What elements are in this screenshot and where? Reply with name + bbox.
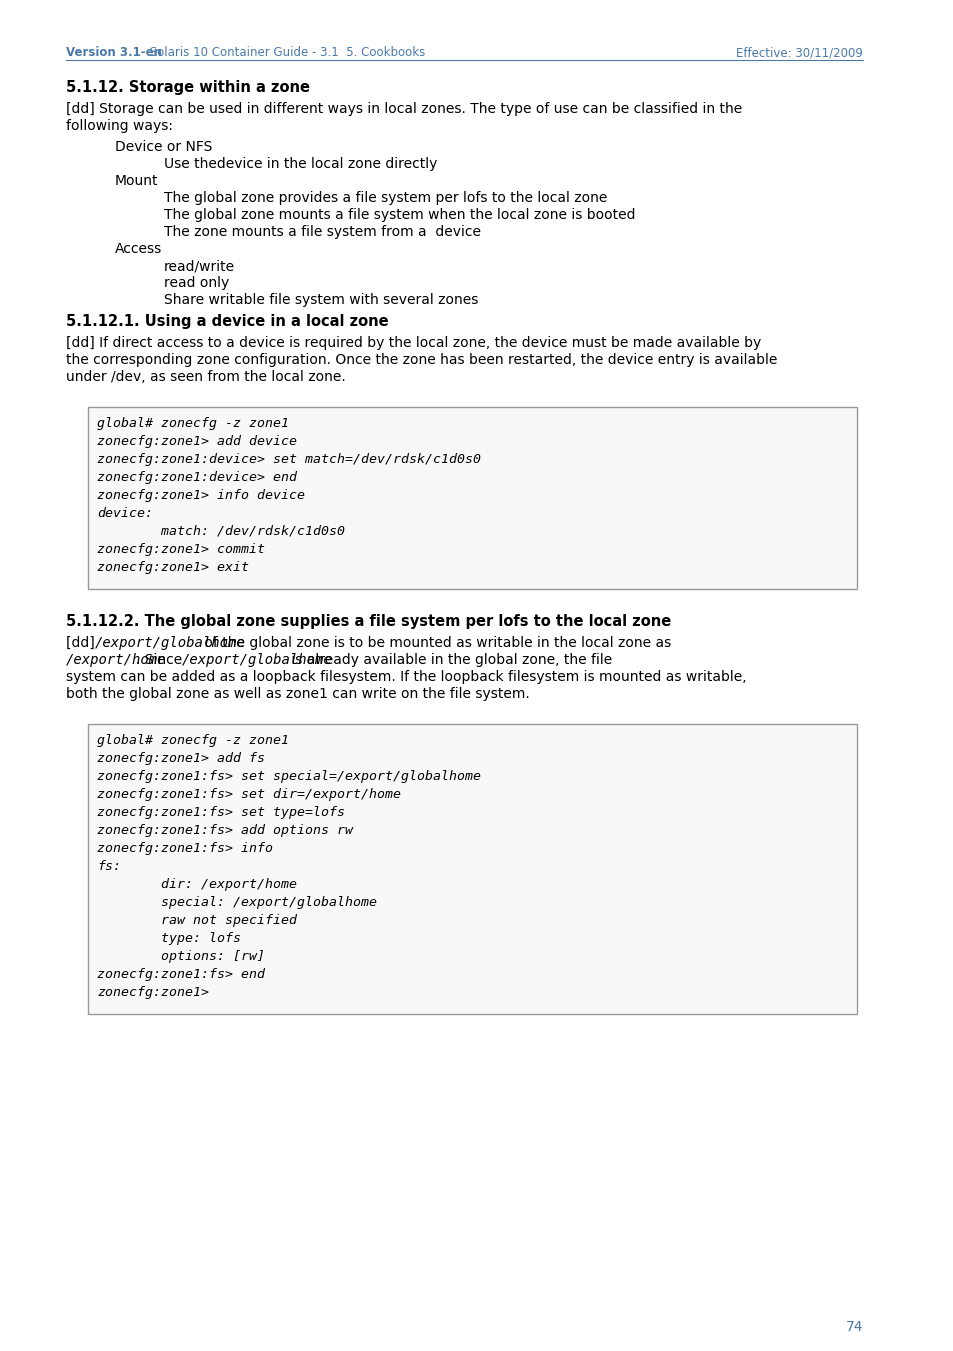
Text: dir: /export/home: dir: /export/home	[97, 878, 297, 892]
Text: Version 3.1-en: Version 3.1-en	[66, 46, 162, 59]
Text: global# zonecfg -z zone1: global# zonecfg -z zone1	[97, 417, 289, 430]
Text: read only: read only	[164, 276, 229, 290]
Text: zonecfg:zone1:device> end: zonecfg:zone1:device> end	[97, 471, 297, 484]
Text: Mount: Mount	[114, 174, 158, 188]
Bar	[88, 724, 857, 1015]
Text: options: [rw]: options: [rw]	[97, 950, 265, 963]
Text: type: lofs: type: lofs	[97, 932, 241, 944]
Text: under /dev, as seen from the local zone.: under /dev, as seen from the local zone.	[66, 370, 346, 384]
Text: the corresponding zone configuration. Once the zone has been restarted, the devi: the corresponding zone configuration. On…	[66, 353, 777, 367]
Text: Effective: 30/11/2009: Effective: 30/11/2009	[736, 46, 862, 59]
Text: Access: Access	[114, 242, 162, 255]
Text: special: /export/globalhome: special: /export/globalhome	[97, 896, 377, 909]
Text: [dd] If direct access to a device is required by the local zone, the device must: [dd] If direct access to a device is req…	[66, 336, 760, 350]
Text: /export/globalhome: /export/globalhome	[94, 636, 245, 650]
Text: [dd]: [dd]	[66, 636, 99, 650]
Text: raw not specified: raw not specified	[97, 915, 297, 927]
Text: following ways:: following ways:	[66, 119, 173, 132]
Text: . Since: . Since	[136, 653, 187, 667]
Text: Solaris 10 Container Guide - 3.1  5. Cookbooks: Solaris 10 Container Guide - 3.1 5. Cook…	[146, 46, 425, 59]
Text: 5.1.12.1. Using a device in a local zone: 5.1.12.1. Using a device in a local zone	[66, 313, 389, 330]
Text: fs:: fs:	[97, 861, 121, 873]
Text: global# zonecfg -z zone1: global# zonecfg -z zone1	[97, 734, 289, 747]
Text: device:: device:	[97, 507, 153, 520]
Text: /export/home: /export/home	[66, 653, 167, 667]
Text: zonecfg:zone1:device> set match=/dev/rdsk/c1d0s0: zonecfg:zone1:device> set match=/dev/rds…	[97, 453, 481, 466]
Text: The global zone mounts a file system when the local zone is booted: The global zone mounts a file system whe…	[164, 208, 635, 222]
Text: zonecfg:zone1> commit: zonecfg:zone1> commit	[97, 543, 265, 557]
Bar	[88, 407, 857, 589]
Text: zonecfg:zone1:fs> end: zonecfg:zone1:fs> end	[97, 969, 265, 981]
Text: zonecfg:zone1:fs> add options rw: zonecfg:zone1:fs> add options rw	[97, 824, 353, 838]
Text: 74: 74	[844, 1320, 862, 1333]
Text: Share writable file system with several zones: Share writable file system with several …	[164, 293, 477, 307]
Text: The zone mounts a file system from a  device: The zone mounts a file system from a dev…	[164, 226, 480, 239]
Text: Device or NFS: Device or NFS	[114, 141, 213, 154]
Text: zonecfg:zone1:fs> set special=/export/globalhome: zonecfg:zone1:fs> set special=/export/gl…	[97, 770, 481, 784]
Text: zonecfg:zone1> exit: zonecfg:zone1> exit	[97, 561, 249, 574]
Text: of the global zone is to be mounted as writable in the local zone as: of the global zone is to be mounted as w…	[199, 636, 670, 650]
Text: zonecfg:zone1> add device: zonecfg:zone1> add device	[97, 435, 297, 449]
Text: zonecfg:zone1:fs> set dir=/export/home: zonecfg:zone1:fs> set dir=/export/home	[97, 788, 401, 801]
Text: /export/globalhome: /export/globalhome	[181, 653, 332, 667]
Text: zonecfg:zone1:fs> set type=lofs: zonecfg:zone1:fs> set type=lofs	[97, 807, 345, 819]
Text: The global zone provides a file system per lofs to the local zone: The global zone provides a file system p…	[164, 190, 606, 205]
Text: 5.1.12. Storage within a zone: 5.1.12. Storage within a zone	[66, 80, 310, 95]
Text: system can be added as a loopback filesystem. If the loopback filesystem is moun: system can be added as a loopback filesy…	[66, 670, 746, 684]
Text: is already available in the global zone, the file: is already available in the global zone,…	[287, 653, 612, 667]
Text: read/write: read/write	[164, 259, 234, 273]
Text: Use thedevice in the local zone directly: Use thedevice in the local zone directly	[164, 157, 436, 172]
Text: zonecfg:zone1> add fs: zonecfg:zone1> add fs	[97, 753, 265, 765]
Text: [dd] Storage can be used in different ways in local zones. The type of use can b: [dd] Storage can be used in different wa…	[66, 101, 741, 116]
Text: zonecfg:zone1> info device: zonecfg:zone1> info device	[97, 489, 305, 503]
Text: 5.1.12.2. The global zone supplies a file system per lofs to the local zone: 5.1.12.2. The global zone supplies a fil…	[66, 613, 671, 630]
Text: zonecfg:zone1:fs> info: zonecfg:zone1:fs> info	[97, 842, 274, 855]
Text: match: /dev/rdsk/c1d0s0: match: /dev/rdsk/c1d0s0	[97, 526, 345, 538]
Text: zonecfg:zone1>: zonecfg:zone1>	[97, 986, 210, 998]
Text: both the global zone as well as zone1 can write on the file system.: both the global zone as well as zone1 ca…	[66, 688, 530, 701]
